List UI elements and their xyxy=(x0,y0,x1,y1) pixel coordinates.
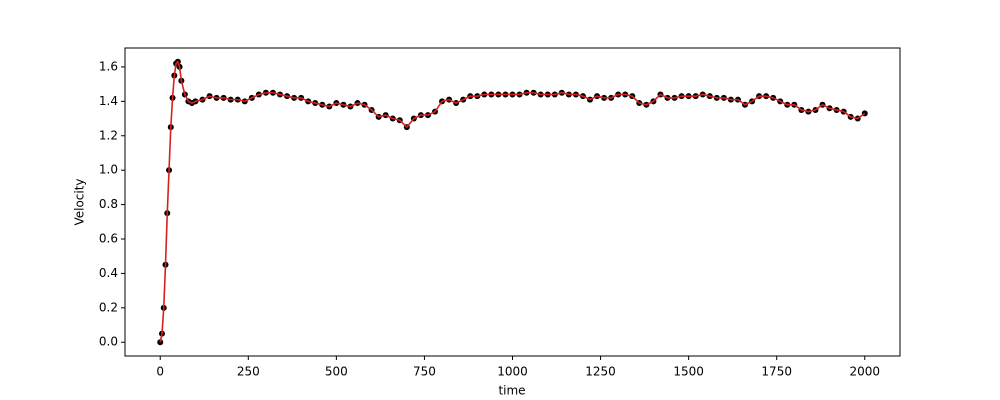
plot-frame xyxy=(124,47,901,357)
y-tick-label: 1.2 xyxy=(99,128,118,142)
y-axis-label: Velocity xyxy=(73,178,87,225)
x-axis-label: time xyxy=(498,384,525,398)
y-tick-label: 1.0 xyxy=(99,163,118,177)
x-tick-label: 0 xyxy=(156,365,164,379)
x-tick-label: 1000 xyxy=(497,365,528,379)
y-tick-label: 0.4 xyxy=(99,266,118,280)
y-tick-label: 1.6 xyxy=(99,59,118,73)
y-tick-label: 0.0 xyxy=(99,335,118,349)
x-tick-label: 1500 xyxy=(673,365,704,379)
x-tick-label: 750 xyxy=(413,365,436,379)
x-tick-label: 500 xyxy=(325,365,348,379)
fit-line xyxy=(159,60,866,343)
y-tick-label: 1.4 xyxy=(99,94,118,108)
x-tick-label: 1750 xyxy=(761,365,792,379)
x-tick-label: 250 xyxy=(237,365,260,379)
y-tick-label: 0.8 xyxy=(99,197,118,211)
y-tick-label: 0.2 xyxy=(99,300,118,314)
x-tick-label: 2000 xyxy=(849,365,880,379)
data-point xyxy=(157,339,164,346)
x-tick-label: 1250 xyxy=(585,365,616,379)
y-tick-label: 0.6 xyxy=(99,231,118,245)
